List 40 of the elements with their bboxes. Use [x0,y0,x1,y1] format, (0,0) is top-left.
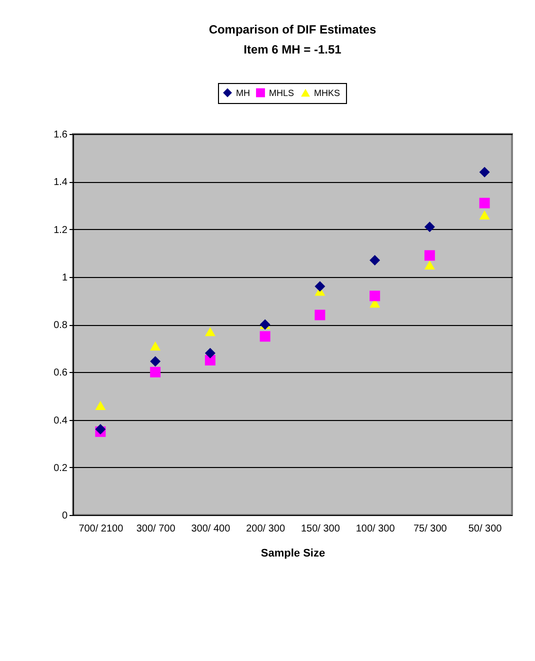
y-tick-label: 0.6 [54,368,68,379]
x-tick-label: 100/ 300 [356,524,396,534]
point [204,327,216,336]
y-tick-label: 0.4 [54,415,68,426]
point [479,166,490,178]
point [150,366,161,378]
point [95,400,106,410]
y-tick-label: 0 [62,510,68,522]
point [370,254,380,266]
legend-label: MHKS [314,88,340,98]
x-tick-label: 700/ 2100 [78,524,124,534]
x-tick-label: 75/ 300 [414,524,448,534]
point [314,310,326,320]
chart-subtitle: Item 6 MH = -1.51 [244,42,342,56]
legend-label: MHLS [269,88,294,98]
point [204,348,216,358]
x-tick-label: 300/ 400 [191,524,231,534]
y-tick-label: 1 [62,272,68,284]
y-tick-label: 1.2 [54,224,68,236]
point [424,222,435,232]
x-tick-label: 200/ 300 [246,524,286,534]
y-tick-label: 0.2 [54,462,68,474]
x-tick-label: 50/ 300 [468,524,502,534]
y-tick-label: 1.6 [54,130,68,140]
point [314,281,326,292]
legend-label: MH [236,88,250,98]
point [150,356,161,367]
x-tick-label: 300/ 700 [136,524,176,534]
point [424,250,435,261]
x-axis-title: Sample Size [260,548,326,560]
y-tick-label: 0.8 [54,320,68,331]
y-tick-label: 1.4 [54,177,68,188]
point [479,198,490,208]
chart-title: Comparison of DIF Estimates [208,22,376,36]
point [479,210,490,220]
point [424,260,435,270]
point [150,341,161,350]
x-tick-label: 150/ 300 [300,524,340,534]
point [260,331,270,342]
point [370,290,380,302]
